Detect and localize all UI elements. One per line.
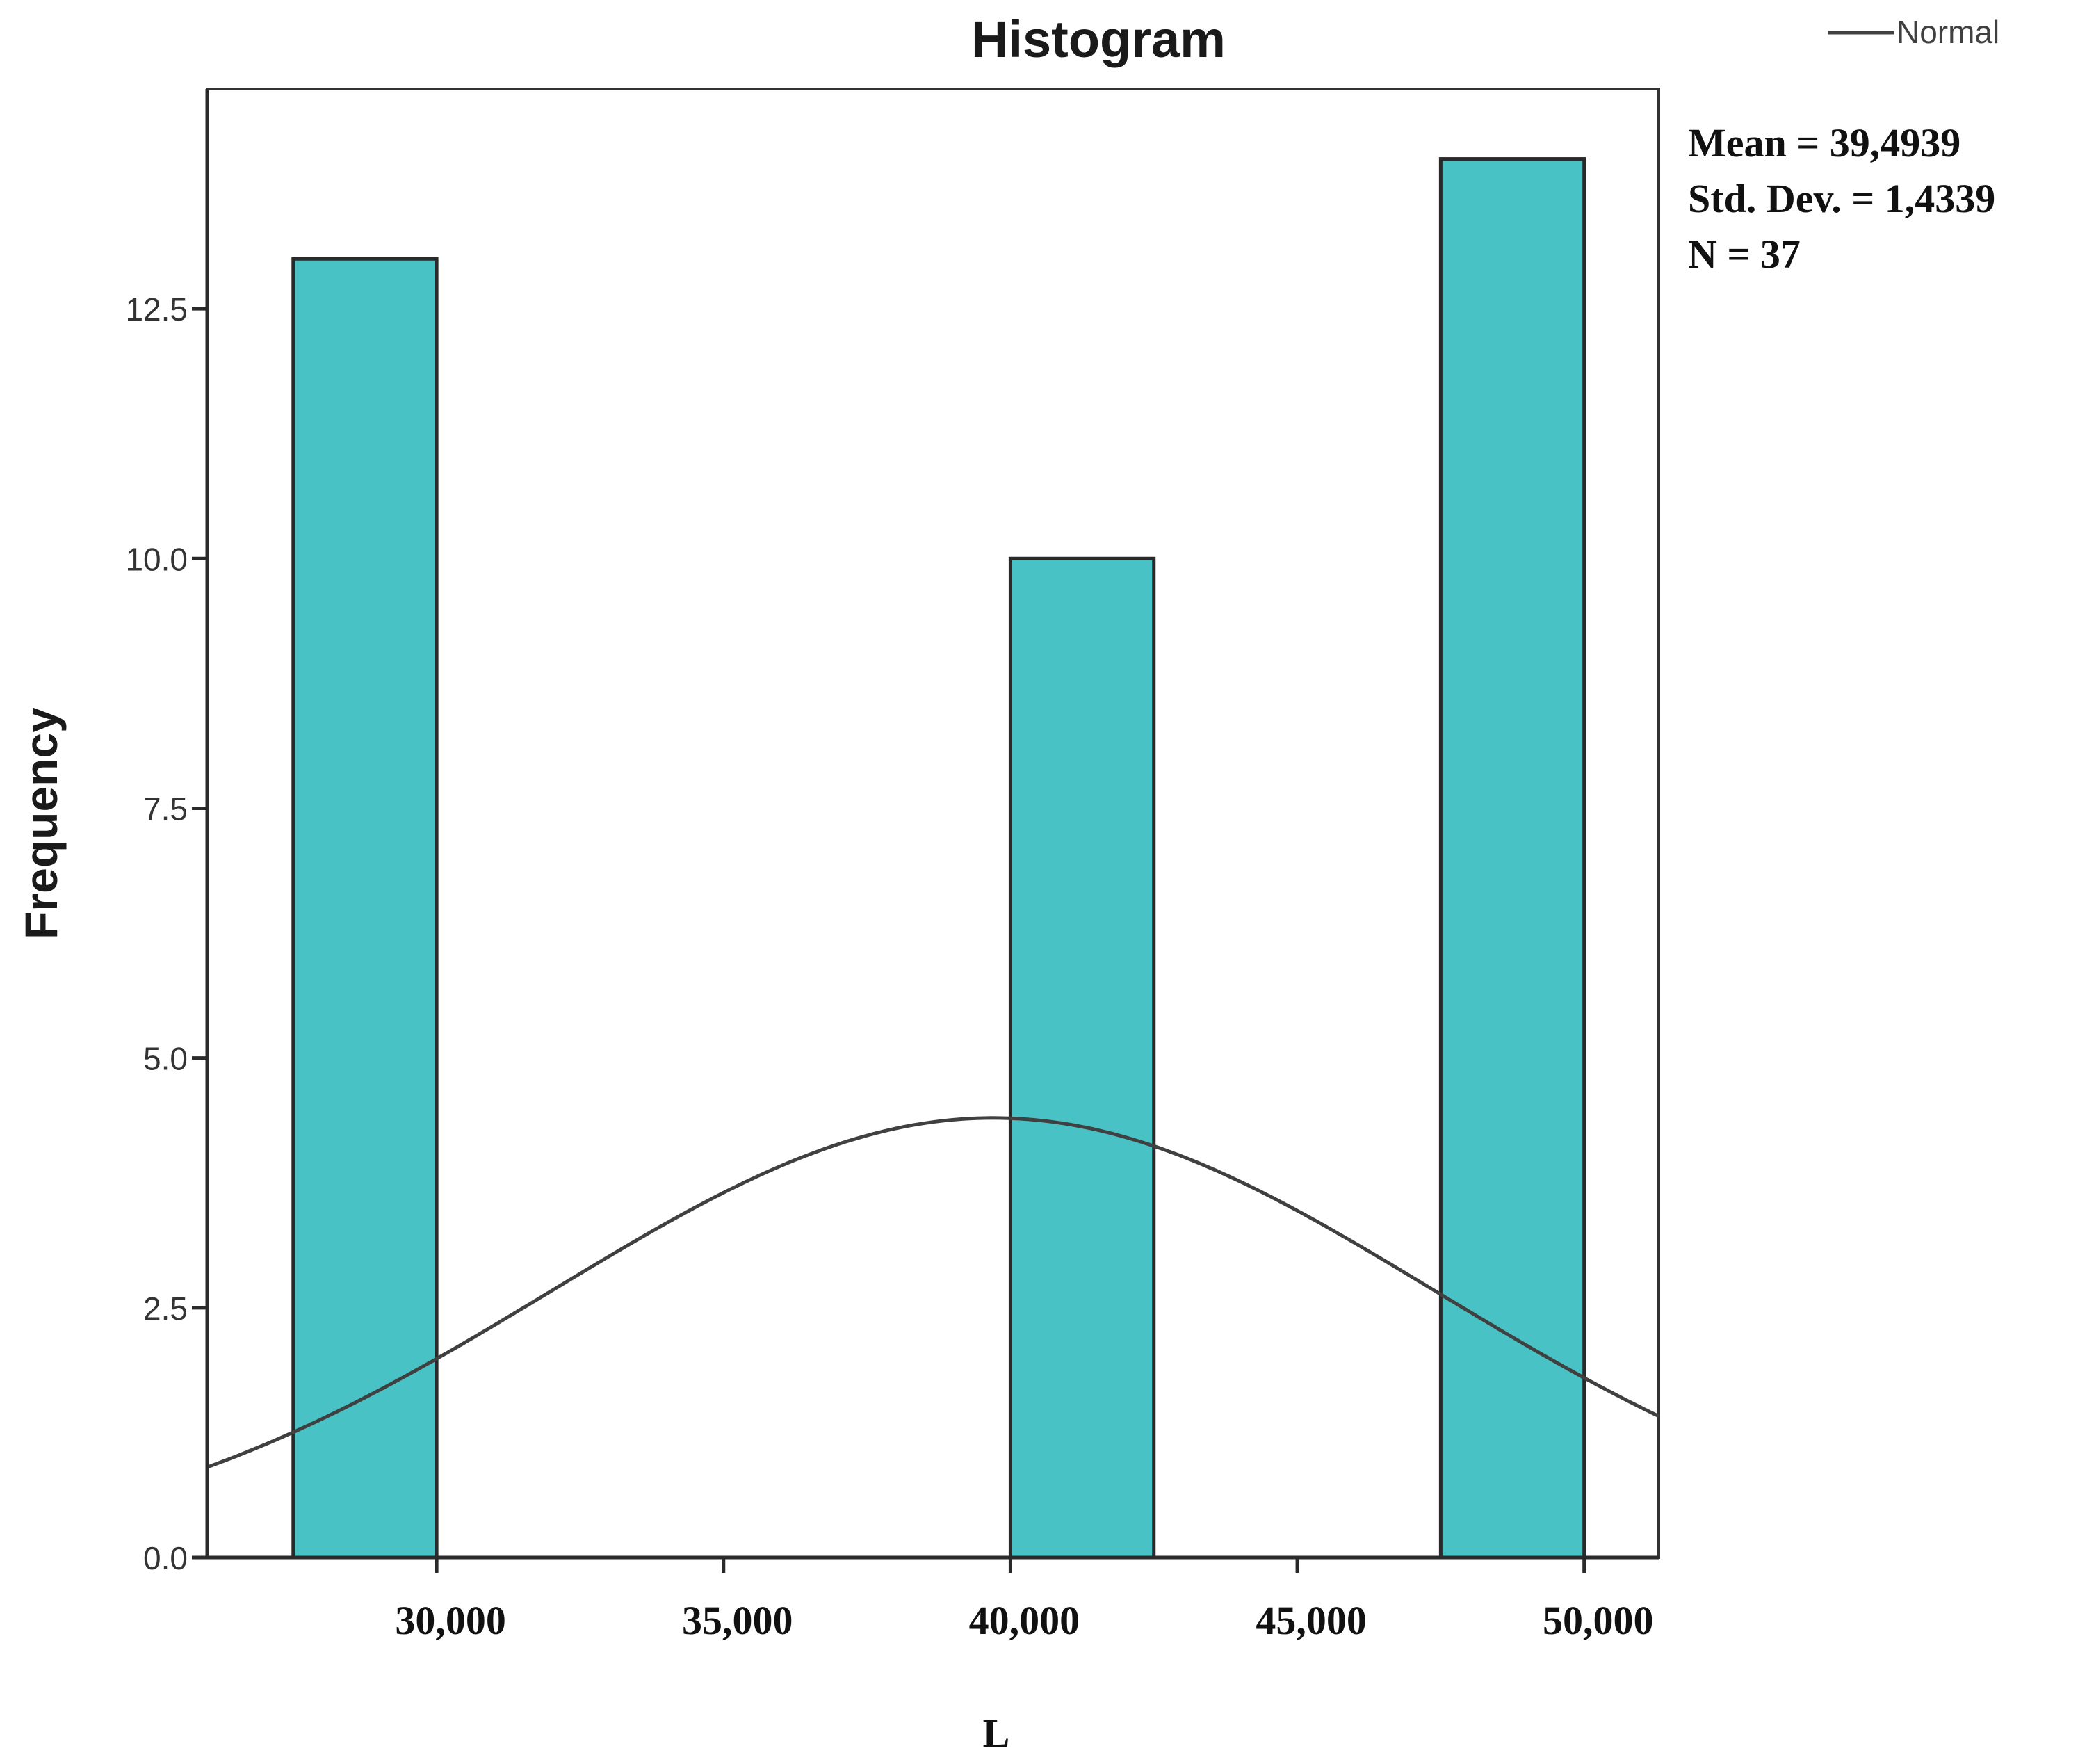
- curve-layer: [206, 1116, 1660, 1469]
- x-tick-label: 50,000: [1543, 1598, 1654, 1643]
- y-tick-label: 12.5: [125, 291, 188, 327]
- stats-std-dev: Std. Dev. = 1,4339: [1688, 176, 1995, 221]
- y-tick-label: 0.0: [143, 1540, 188, 1576]
- y-ticks: 0.0 2.5 5.0 7.5 10.0 12.5: [125, 291, 207, 1576]
- histogram-bar: [1438, 157, 1586, 1560]
- histogram-bar: [1008, 556, 1156, 1560]
- x-tick-label: 45,000: [1256, 1598, 1367, 1643]
- stats-box: Mean = 39,4939 Std. Dev. = 1,4339 N = 37: [1688, 120, 1995, 277]
- stats-n: N = 37: [1688, 232, 1801, 277]
- y-axis-label: Frequency: [15, 707, 67, 939]
- x-tick-label: 40,000: [969, 1598, 1080, 1643]
- histogram-bar: [291, 257, 439, 1560]
- y-tick-label: 5.0: [143, 1041, 188, 1077]
- stats-mean: Mean = 39,4939: [1688, 120, 1960, 165]
- x-axis-label: L: [983, 1710, 1010, 1756]
- x-tick-label: 35,000: [682, 1598, 793, 1643]
- y-tick-label: 2.5: [143, 1290, 188, 1327]
- x-tick-label: 30,000: [395, 1598, 506, 1643]
- normal-curve: [206, 1116, 1660, 1469]
- chart-title: Histogram: [971, 10, 1226, 68]
- axes-layer: [205, 89, 1659, 1560]
- y-tick-label: 7.5: [143, 791, 188, 827]
- y-tick-label: 10.0: [125, 541, 188, 577]
- x-ticks: 30,000 35,000 40,000 45,000 50,000: [395, 1557, 1653, 1643]
- legend-normal-label: Normal: [1897, 14, 1999, 50]
- legend: Normal: [1828, 14, 1999, 50]
- bars-layer: [291, 157, 1586, 1560]
